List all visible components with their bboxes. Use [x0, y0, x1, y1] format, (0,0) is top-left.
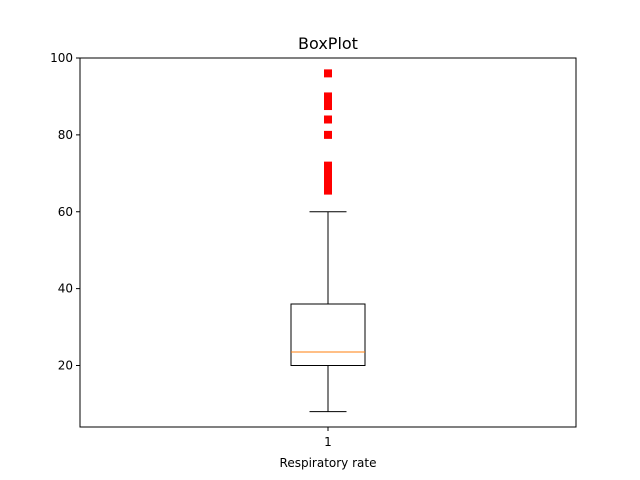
outlier-point: [324, 69, 332, 78]
x-tick-label: 1: [324, 435, 332, 449]
outlier-point: [324, 161, 332, 170]
x-axis: 1: [324, 427, 332, 449]
outlier-point: [324, 130, 332, 139]
y-tick-label: 40: [58, 282, 73, 296]
y-tick-label: 100: [50, 51, 73, 65]
outlier-point: [324, 92, 332, 101]
x-axis-label: Respiratory rate: [280, 456, 377, 470]
y-tick-label: 60: [58, 205, 73, 219]
y-tick-label: 80: [58, 128, 73, 142]
outlier-point: [324, 115, 332, 124]
box-iqr: [290, 303, 366, 366]
y-tick-label: 20: [58, 359, 73, 373]
y-axis: 20 40 60 80 100: [50, 51, 80, 373]
plot-area: [290, 69, 366, 413]
chart-title: BoxPlot: [298, 34, 358, 53]
